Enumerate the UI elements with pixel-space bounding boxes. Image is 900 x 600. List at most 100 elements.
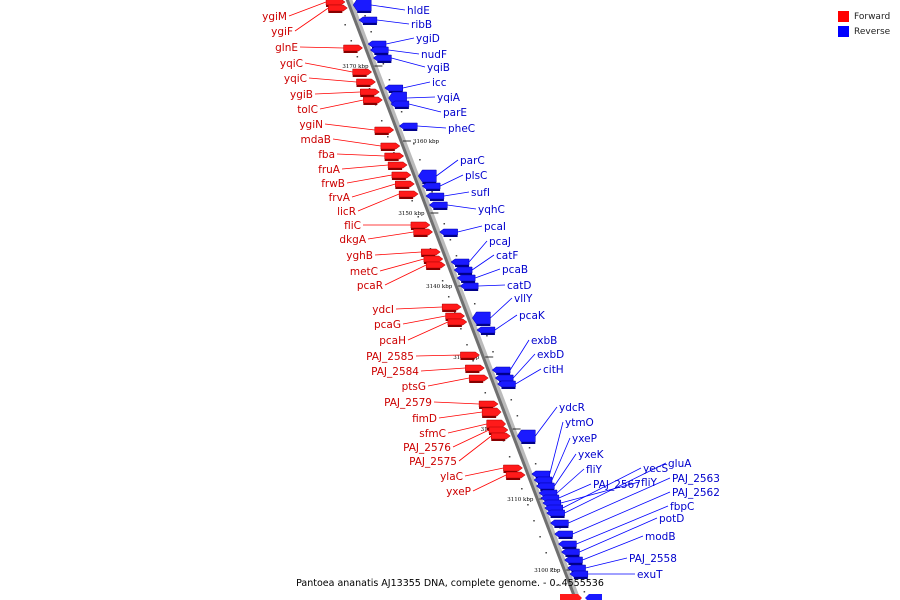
reverse-leader-line: [512, 353, 536, 379]
forward-gene-shadow: [447, 325, 462, 327]
forward-leader-line: [402, 315, 446, 325]
reverse-gene-feature: [358, 16, 378, 24]
reverse-gene-feature: [398, 122, 418, 130]
label-leader-lines: [288, 1, 671, 575]
forward-gene-shadow: [343, 51, 358, 53]
guide-dot: [419, 159, 421, 161]
forward-gene-label: PAJ_2584: [371, 366, 419, 378]
forward-leader-line: [288, 1, 327, 17]
guide-dot: [344, 24, 346, 26]
forward-gene-feature: [478, 400, 499, 408]
reverse-leader-line: [417, 125, 447, 129]
forward-gene-label: fliC: [344, 220, 361, 232]
forward-leader-line: [420, 367, 466, 372]
guide-dot: [583, 591, 586, 593]
reverse-gene-label: fliY: [586, 464, 603, 476]
reverse-gene-label: catD: [507, 280, 531, 292]
guide-dot: [417, 216, 420, 218]
reverse-leader-line: [568, 477, 671, 524]
reverse-gene-feature: [531, 470, 550, 478]
reverse-gene-shadow: [476, 324, 491, 326]
forward-gene-shadow: [328, 11, 343, 13]
tick-label: 3170 kbp: [342, 64, 369, 70]
reverse-gene-label: vllY: [514, 293, 533, 305]
tick-label: 3160 kbp: [413, 139, 440, 145]
forward-gene-feature: [460, 351, 480, 359]
reverse-leader-line: [582, 535, 644, 561]
forward-gene-feature: [441, 303, 462, 311]
forward-leader-line: [304, 62, 353, 73]
reverse-gene-feature: [533, 476, 553, 484]
reverse-leader-line: [558, 483, 592, 499]
reverse-leader-line: [551, 437, 571, 481]
forward-gene-shadow: [460, 358, 475, 360]
forward-gene-feature: [423, 255, 444, 263]
guide-dot: [557, 584, 560, 586]
forward-leader-line: [427, 377, 470, 387]
reverse-leader-line: [408, 103, 442, 113]
forward-gene-shadow: [506, 478, 521, 480]
forward-leader-line: [332, 138, 381, 147]
forward-gene-label: pcaR: [357, 280, 383, 292]
forward-gene-label: glnE: [275, 42, 298, 54]
forward-gene-feature: [325, 0, 346, 6]
forward-gene-feature: [420, 248, 441, 256]
reverse-gene-feature: [428, 201, 448, 209]
forward-gene-label: ygiM: [262, 11, 287, 23]
forward-leader-line: [367, 231, 414, 240]
forward-gene-feature: [486, 419, 507, 429]
reverse-gene-label: nudF: [421, 49, 447, 61]
forward-gene-label: ygiB: [290, 89, 313, 101]
guide-dot: [447, 296, 450, 298]
reverse-gene-shadow: [433, 208, 448, 210]
guide-dot: [400, 111, 403, 113]
forward-leader-line: [379, 258, 424, 272]
reverse-gene-feature: [390, 100, 410, 108]
reverse-gene-shadow: [480, 333, 495, 335]
forward-gene-shadow: [388, 168, 403, 170]
forward-gene-label: yqiC: [284, 73, 307, 85]
forward-gene-feature: [343, 44, 363, 52]
reverse-leader-line: [402, 81, 431, 89]
forward-gene-feature: [363, 96, 383, 104]
reverse-gene-label: parC: [460, 155, 485, 167]
reverse-gene-feature: [494, 374, 514, 382]
forward-gene-shadow: [413, 235, 428, 237]
reverse-leader-line: [494, 314, 518, 331]
legend-reverse: Reverse: [838, 24, 890, 39]
reverse-gene-shadow: [455, 265, 470, 267]
reverse-gene-feature: [491, 366, 511, 374]
reverse-leader-line: [585, 557, 628, 569]
forward-gene-shadow: [469, 381, 484, 383]
genome-caption: Pantoea ananatis AJ13355 DNA, complete g…: [0, 578, 900, 589]
reverse-gene-label: plsC: [465, 170, 487, 182]
reverse-gene-label: yecS: [643, 463, 668, 475]
reverse-gene-feature: [453, 266, 473, 274]
reverse-gene-shadow: [573, 577, 588, 579]
forward-gene-feature: [560, 594, 582, 600]
reverse-gene-feature: [417, 169, 437, 183]
forward-swatch: [838, 11, 849, 22]
forward-gene-feature: [505, 471, 526, 479]
reverse-leader-line: [515, 368, 542, 385]
reverse-leader-line: [549, 421, 564, 475]
reverse-gene-shadow: [521, 442, 536, 444]
reverse-gene-shadow: [374, 53, 389, 55]
reverse-gene-label: ytmO: [565, 417, 594, 429]
forward-gene-label: ptsG: [402, 381, 426, 393]
reverse-gene-feature: [561, 548, 580, 556]
forward-leader-line: [324, 123, 375, 131]
guide-dot: [356, 56, 359, 58]
reverse-leader-line: [576, 505, 669, 545]
reverse-leader-line: [371, 4, 406, 11]
reverse-gene-label: exbD: [537, 349, 564, 361]
reverse-gene-label: fbpC: [670, 501, 694, 513]
reverse-gene-shadow: [562, 547, 577, 549]
reverse-leader-line: [391, 57, 426, 68]
guide-dot: [510, 399, 513, 401]
guide-dot: [466, 344, 468, 346]
forward-gene-label: frvA: [329, 192, 351, 204]
reverse-gene-feature: [497, 380, 516, 388]
reverse-leader-line: [478, 284, 506, 287]
guide-dot: [528, 447, 531, 449]
